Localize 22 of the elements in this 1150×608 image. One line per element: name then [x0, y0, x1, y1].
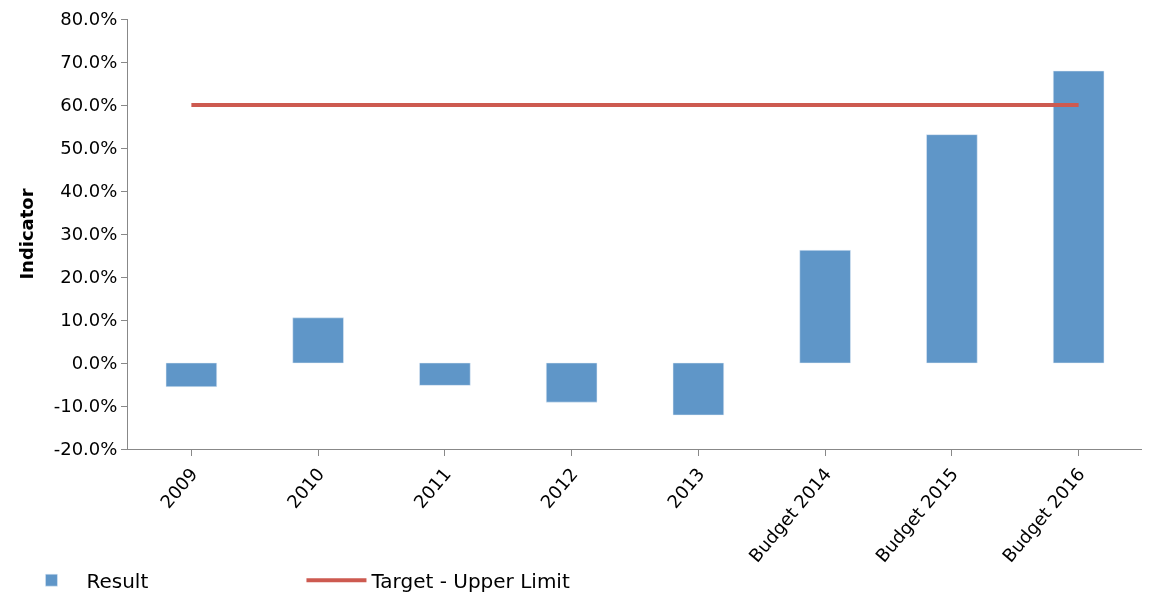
- y-tick-label: 40.0%: [60, 180, 118, 202]
- bar: [546, 362, 598, 403]
- y-tick-label: 70.0%: [60, 51, 118, 73]
- bar: [1053, 70, 1105, 364]
- y-tick-label: 80.0%: [60, 8, 118, 30]
- bar: [926, 134, 978, 364]
- y-tick-label: 30.0%: [60, 223, 118, 245]
- bar: [799, 250, 851, 364]
- y-tick-label: 50.0%: [60, 137, 118, 159]
- y-tick-label: -20.0%: [53, 438, 118, 460]
- y-tick-label: 20.0%: [60, 266, 118, 288]
- y-axis-title: Indicator: [15, 188, 37, 280]
- y-tick-label: 10.0%: [60, 309, 118, 331]
- bar: [292, 317, 344, 364]
- legend-label: Result: [86, 568, 149, 593]
- y-tick-label: -10.0%: [53, 395, 118, 417]
- bar: [419, 362, 471, 386]
- y-tick-label: 0.0%: [71, 352, 118, 374]
- bar: [165, 362, 217, 387]
- bar: [672, 362, 724, 416]
- y-tick-label: 60.0%: [60, 94, 118, 116]
- legend-label: Target - Upper Limit: [370, 568, 570, 593]
